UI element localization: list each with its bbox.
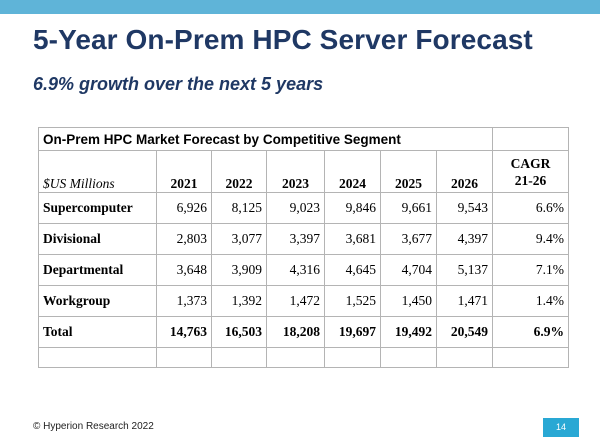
table-blank-row [38,347,569,368]
slide-subtitle: 6.9% growth over the next 5 years [33,74,324,94]
segment-label: Total [38,316,157,348]
value-cell: 3,397 [266,223,325,255]
segment-label: Workgroup [38,285,157,317]
table-row-departmental: Departmental 3,648 3,909 4,316 4,645 4,7… [38,254,569,286]
value-cell: 19,492 [380,316,437,348]
top-accent-bar [0,0,600,14]
value-cell: 6,926 [156,192,212,224]
cagr-cell: 9.4% [492,223,569,255]
slide-title: 5-Year On-Prem HPC Server Forecast [33,24,533,55]
value-cell: 4,397 [436,223,493,255]
value-cell: 16,503 [211,316,267,348]
empty-cell [211,347,267,368]
copyright-footer: © Hyperion Research 2022 [33,421,154,432]
forecast-table: On-Prem HPC Market Forecast by Competiti… [38,127,569,368]
segment-label: Divisional [38,223,157,255]
value-cell: 3,677 [380,223,437,255]
value-cell: 1,525 [324,285,381,317]
value-cell: 18,208 [266,316,325,348]
value-cell: 1,472 [266,285,325,317]
value-cell: 4,316 [266,254,325,286]
empty-cell [38,347,157,368]
empty-cell [266,347,325,368]
cagr-cell: 6.6% [492,192,569,224]
cagr-header: CAGR 21-26 [492,150,569,193]
value-cell: 4,645 [324,254,381,286]
year-header: 2026 [436,150,493,193]
value-cell: 1,392 [211,285,267,317]
empty-cell [324,347,381,368]
cagr-header-line1: CAGR [510,155,551,171]
value-cell: 3,648 [156,254,212,286]
value-cell: 1,471 [436,285,493,317]
table-caption: On-Prem HPC Market Forecast by Competiti… [38,127,493,151]
cagr-cell: 7.1% [492,254,569,286]
year-header: 2025 [380,150,437,193]
year-header: 2023 [266,150,325,193]
table-row-supercomputer: Supercomputer 6,926 8,125 9,023 9,846 9,… [38,192,569,224]
value-cell: 9,543 [436,192,493,224]
value-cell: 14,763 [156,316,212,348]
empty-cell [436,347,493,368]
value-cell: 2,803 [156,223,212,255]
empty-cell [492,127,569,151]
value-cell: 9,023 [266,192,325,224]
year-header: 2024 [324,150,381,193]
table-row-divisional: Divisional 2,803 3,077 3,397 3,681 3,677… [38,223,569,255]
empty-cell [492,347,569,368]
value-cell: 20,549 [436,316,493,348]
table-header-row: $US Millions 2021 2022 2023 2024 2025 20… [38,150,569,193]
table-row-total: Total 14,763 16,503 18,208 19,697 19,492… [38,316,569,348]
segment-label: Departmental [38,254,157,286]
segment-label: Supercomputer [38,192,157,224]
table-caption-row: On-Prem HPC Market Forecast by Competiti… [38,127,569,151]
value-cell: 5,137 [436,254,493,286]
cagr-cell: 1.4% [492,285,569,317]
value-cell: 3,077 [211,223,267,255]
cagr-header-line2: 21-26 [514,172,547,188]
value-cell: 8,125 [211,192,267,224]
year-header: 2022 [211,150,267,193]
cagr-cell: 6.9% [492,316,569,348]
empty-cell [380,347,437,368]
value-cell: 9,846 [324,192,381,224]
value-cell: 3,681 [324,223,381,255]
value-cell: 4,704 [380,254,437,286]
page-number-badge: 14 [543,418,579,437]
value-cell: 19,697 [324,316,381,348]
forecast-table-container: On-Prem HPC Market Forecast by Competiti… [38,127,569,368]
units-label: $US Millions [38,150,157,193]
value-cell: 9,661 [380,192,437,224]
empty-cell [156,347,212,368]
table-row-workgroup: Workgroup 1,373 1,392 1,472 1,525 1,450 … [38,285,569,317]
value-cell: 1,450 [380,285,437,317]
value-cell: 1,373 [156,285,212,317]
value-cell: 3,909 [211,254,267,286]
year-header: 2021 [156,150,212,193]
